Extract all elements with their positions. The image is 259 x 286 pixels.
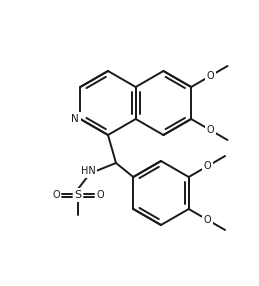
Text: O: O — [204, 215, 212, 225]
Text: O: O — [206, 125, 214, 135]
Text: O: O — [206, 71, 214, 81]
Text: O: O — [96, 190, 104, 200]
Text: HN: HN — [81, 166, 95, 176]
Text: N: N — [71, 114, 79, 124]
Text: O: O — [204, 161, 212, 171]
Text: O: O — [52, 190, 60, 200]
Text: S: S — [74, 190, 82, 200]
